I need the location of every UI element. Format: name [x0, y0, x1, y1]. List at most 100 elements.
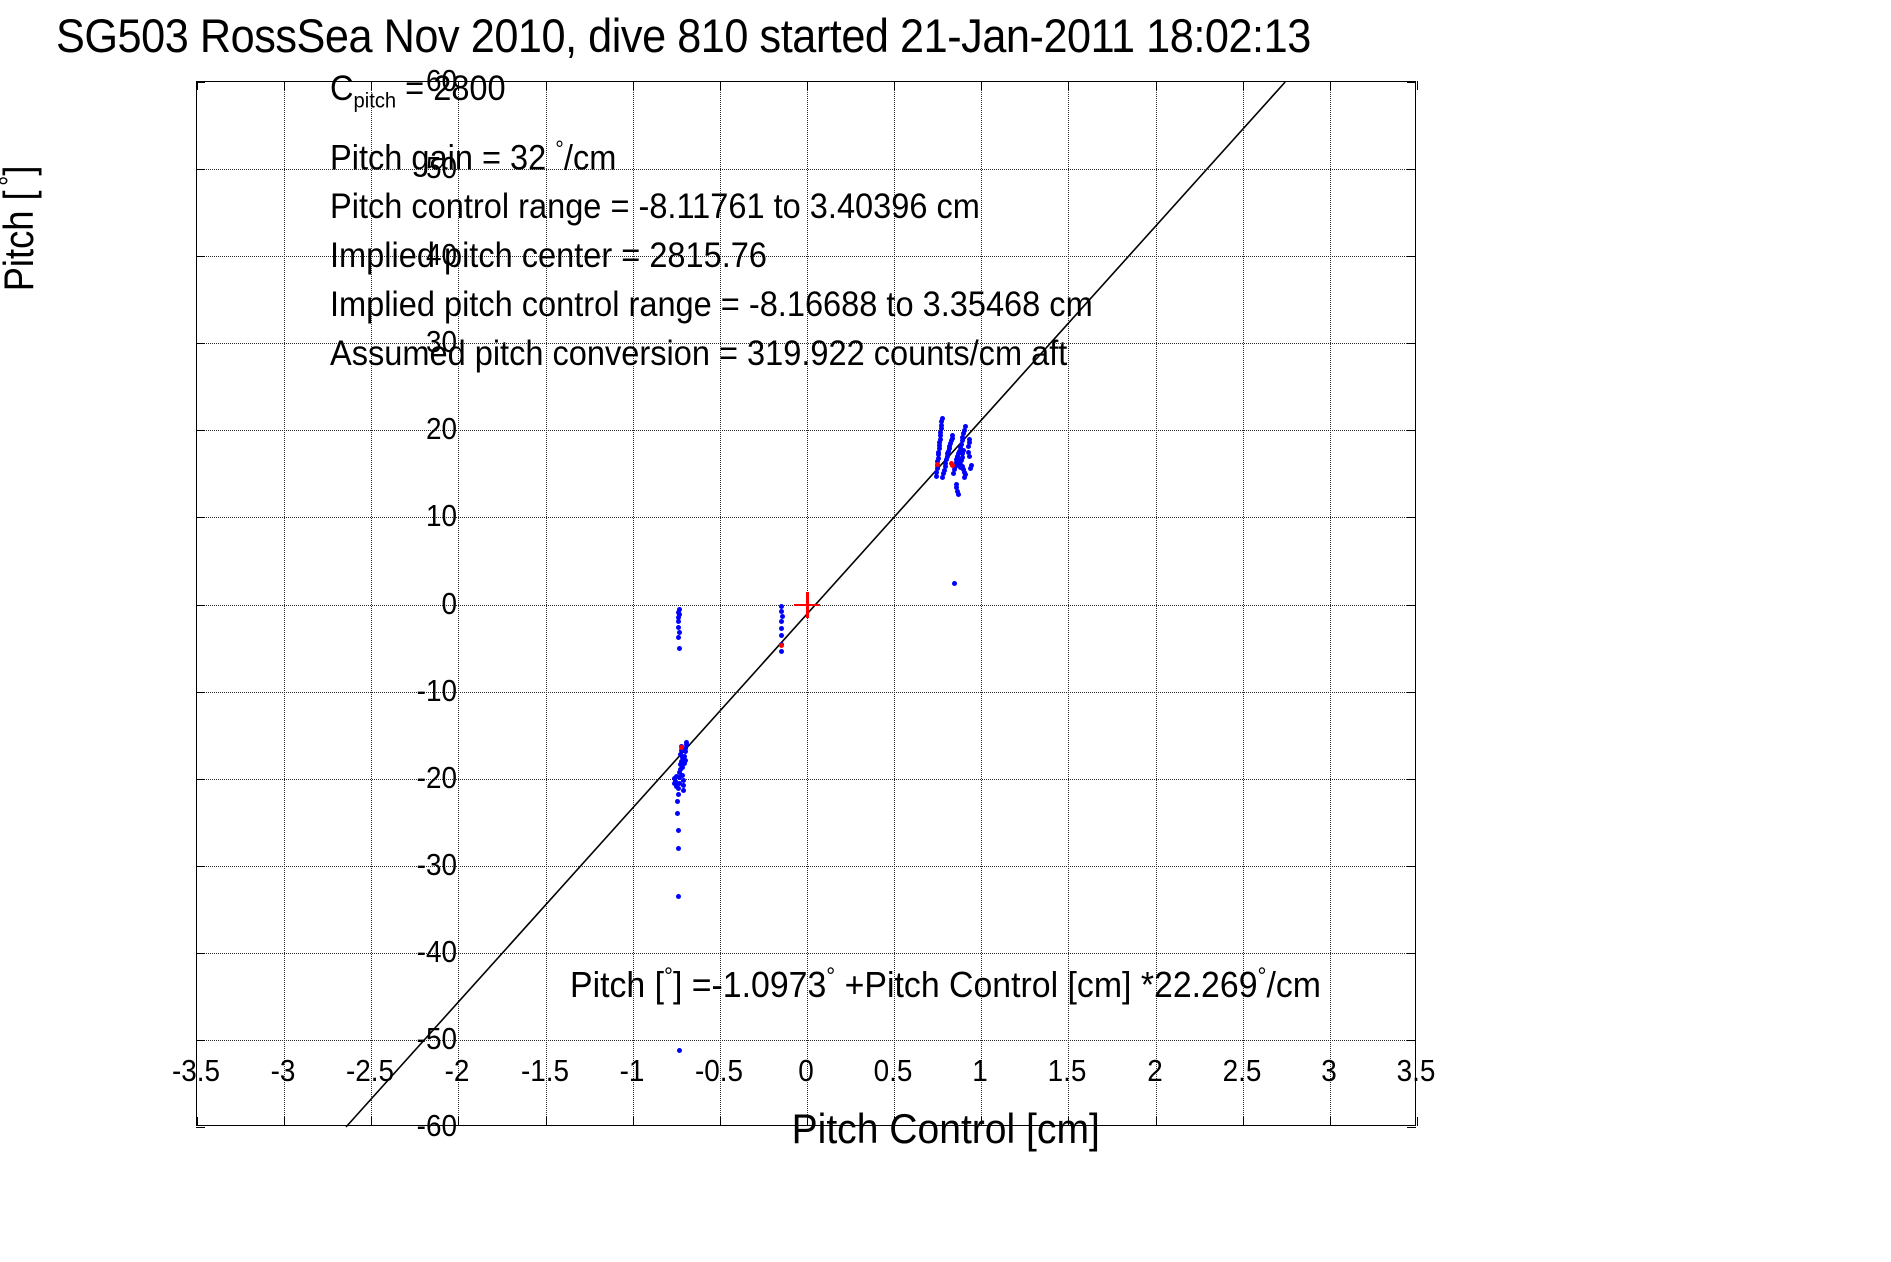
data-point	[677, 770, 683, 776]
gridline-horizontal	[197, 865, 1415, 867]
data-point	[958, 441, 964, 447]
y-tick-label: -10	[416, 672, 457, 708]
y-axis-tick	[1407, 691, 1416, 693]
data-point	[676, 775, 682, 781]
gridline-vertical	[1068, 82, 1070, 1125]
plot-area	[196, 81, 1418, 1128]
fit-equation-label: Pitch [°] =-1.0973° +Pitch Control [cm] …	[570, 963, 1321, 1006]
x-tick-label: 0.5	[873, 1053, 913, 1088]
data-point	[671, 781, 677, 787]
x-tick-label: 3	[1321, 1053, 1337, 1088]
x-axis-tick	[1329, 81, 1331, 90]
y-tick-label: 40	[425, 237, 457, 273]
data-point	[944, 453, 950, 459]
y-axis-tick	[196, 1039, 205, 1041]
gridline-vertical	[981, 82, 983, 1125]
data-point	[676, 1047, 682, 1053]
data-point	[676, 619, 682, 625]
x-axis-tick	[1417, 1117, 1418, 1126]
data-point	[950, 470, 956, 476]
x-axis-tick	[197, 81, 198, 90]
data-point	[779, 603, 785, 609]
data-point	[676, 612, 682, 618]
data-point	[967, 436, 973, 442]
data-point	[682, 753, 688, 759]
y-axis-tick	[1407, 256, 1416, 258]
annotation-pitch-control-range: Pitch control range = -8.11761 to 3.4039…	[330, 187, 980, 227]
data-point	[962, 427, 968, 433]
y-axis-tick	[1407, 430, 1416, 432]
x-tick-label: -1.5	[520, 1053, 569, 1088]
data-point	[968, 466, 974, 472]
data-point	[676, 609, 682, 615]
x-axis-tick	[1155, 1117, 1157, 1126]
data-point	[946, 448, 952, 454]
data-point	[676, 615, 682, 621]
x-tick-label: -0.5	[694, 1053, 743, 1088]
data-point	[675, 828, 681, 834]
data-point	[953, 481, 959, 487]
x-axis-tick	[458, 1117, 460, 1126]
y-tick-label: 10	[425, 498, 457, 534]
x-tick-label: 1	[972, 1053, 989, 1088]
x-tick-label: -2.5	[346, 1053, 395, 1088]
y-tick-label: -20	[416, 759, 457, 795]
data-point	[683, 757, 689, 763]
gridline-horizontal	[197, 517, 1415, 519]
y-tick-label: 50	[425, 150, 457, 186]
x-axis-tick	[981, 81, 983, 90]
data-point	[935, 455, 941, 461]
data-point	[676, 629, 682, 635]
gridline-horizontal	[197, 343, 1415, 345]
y-tick-label: 60	[425, 63, 457, 98]
data-point	[937, 440, 943, 446]
gridline-vertical	[1242, 82, 1244, 1125]
data-point	[956, 492, 962, 498]
data-point	[955, 488, 961, 494]
data-point	[960, 464, 966, 470]
data-point	[680, 764, 686, 770]
data-point	[677, 762, 683, 768]
data-point	[936, 449, 942, 455]
data-point	[934, 469, 940, 475]
gridline-vertical	[632, 82, 634, 1125]
x-tick-label: 3.5	[1396, 1053, 1436, 1088]
data-point-highlight	[950, 462, 956, 468]
data-point	[683, 742, 689, 748]
data-point	[683, 739, 689, 745]
data-point	[676, 635, 682, 641]
y-axis-tick	[196, 604, 205, 606]
data-point	[943, 460, 949, 466]
gridline-vertical	[1155, 82, 1157, 1125]
x-axis-tick	[807, 1117, 808, 1126]
x-axis-tick	[981, 1117, 983, 1126]
data-point	[961, 467, 966, 473]
data-point	[956, 451, 962, 457]
data-point	[937, 436, 943, 442]
x-axis-tick	[894, 81, 896, 90]
data-point	[673, 778, 679, 784]
x-axis-tick	[719, 1117, 721, 1126]
data-point	[953, 460, 959, 466]
data-point	[934, 466, 940, 472]
y-axis-tick	[1407, 778, 1416, 780]
gridlines	[197, 82, 1415, 1125]
x-axis-tick	[284, 81, 286, 90]
y-tick-label: 0	[441, 585, 457, 621]
data-point	[948, 438, 954, 444]
data-point	[676, 785, 682, 791]
annotation-cpitch: Cpitch = 2800	[330, 69, 506, 113]
data-point	[938, 426, 944, 432]
data-point	[943, 457, 949, 463]
y-axis-tick	[1407, 1039, 1416, 1041]
x-tick-label: 0	[798, 1053, 814, 1088]
data-point	[779, 619, 785, 625]
x-axis-tick	[719, 81, 721, 90]
y-axis-tick	[196, 169, 205, 171]
data-point	[679, 748, 685, 754]
y-tick-label: -40	[416, 933, 457, 969]
data-point	[954, 485, 960, 491]
x-tick-label: -2	[445, 1053, 470, 1088]
x-axis-tick	[1329, 1117, 1331, 1126]
